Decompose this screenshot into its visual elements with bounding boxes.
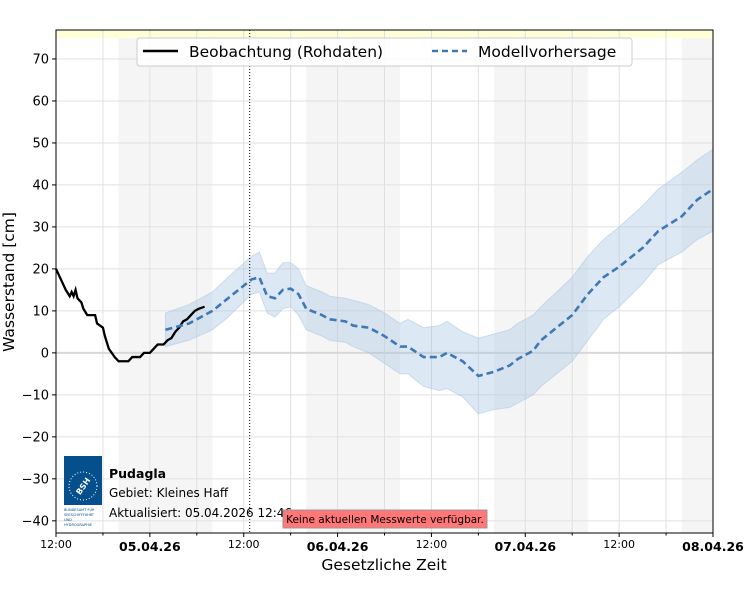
warning-text: Keine aktuellen Messwerte verfügbar. — [286, 514, 484, 526]
y-tick-label: −20 — [22, 430, 49, 445]
x-tick-label: 12:00 — [603, 538, 635, 551]
y-tick-label: −10 — [22, 388, 49, 403]
y-tick-label: 40 — [32, 178, 49, 193]
y-tick-label: 50 — [32, 136, 49, 151]
y-axis-label: Wasserstand [cm] — [0, 212, 18, 352]
updated-time: Aktualisiert: 05.04.2026 12:46 — [109, 506, 292, 520]
y-tick-label: 20 — [32, 262, 49, 277]
x-tick-label: 06.04.26 — [307, 539, 369, 554]
svg-text:HYDROGRAPHIE: HYDROGRAPHIE — [64, 523, 92, 527]
forecast-line — [165, 188, 714, 378]
night-band — [681, 30, 713, 533]
bsh-logo: BSH BUNDESAMT FÜR SEESCHIFFFAHRT UND HYD… — [64, 456, 102, 527]
y-tick-label: −30 — [22, 472, 49, 487]
station-name: Pudagla — [109, 466, 166, 481]
y-tick-label: 70 — [32, 52, 49, 67]
x-tick-label: 08.04.26 — [682, 539, 744, 554]
legend-observation-label: Beobachtung (Rohdaten) — [189, 43, 383, 61]
y-tick-label: 30 — [32, 220, 49, 235]
x-tick-label: 12:00 — [416, 538, 448, 551]
y-tick-label: 10 — [32, 304, 49, 319]
svg-text:SEESCHIFFFAHRT: SEESCHIFFFAHRT — [64, 513, 95, 517]
forecast-uncertainty-band — [165, 148, 714, 415]
warning-box: Keine aktuellen Messwerte verfügbar. — [282, 509, 488, 529]
y-tick-label: 60 — [32, 94, 49, 109]
svg-text:BUNDESAMT FÜR: BUNDESAMT FÜR — [64, 507, 95, 512]
x-tick-label: 12:00 — [228, 538, 260, 551]
y-tick-label: 0 — [41, 346, 49, 361]
legend: Beobachtung (Rohdaten) Modellvorhersage — [136, 37, 633, 67]
x-tick-label: 07.04.26 — [494, 539, 556, 554]
night-band — [118, 30, 213, 533]
x-tick-label: 05.04.26 — [119, 539, 181, 554]
y-tick-label: −40 — [22, 514, 49, 529]
x-axis-label: Gesetzliche Zeit — [321, 556, 446, 574]
x-tick-label: 12:00 — [40, 538, 72, 551]
svg-text:UND: UND — [64, 518, 72, 522]
night-band — [306, 30, 401, 533]
station-area: Gebiet: Kleines Haff — [109, 486, 229, 500]
legend-forecast-label: Modellvorhersage — [478, 43, 616, 61]
